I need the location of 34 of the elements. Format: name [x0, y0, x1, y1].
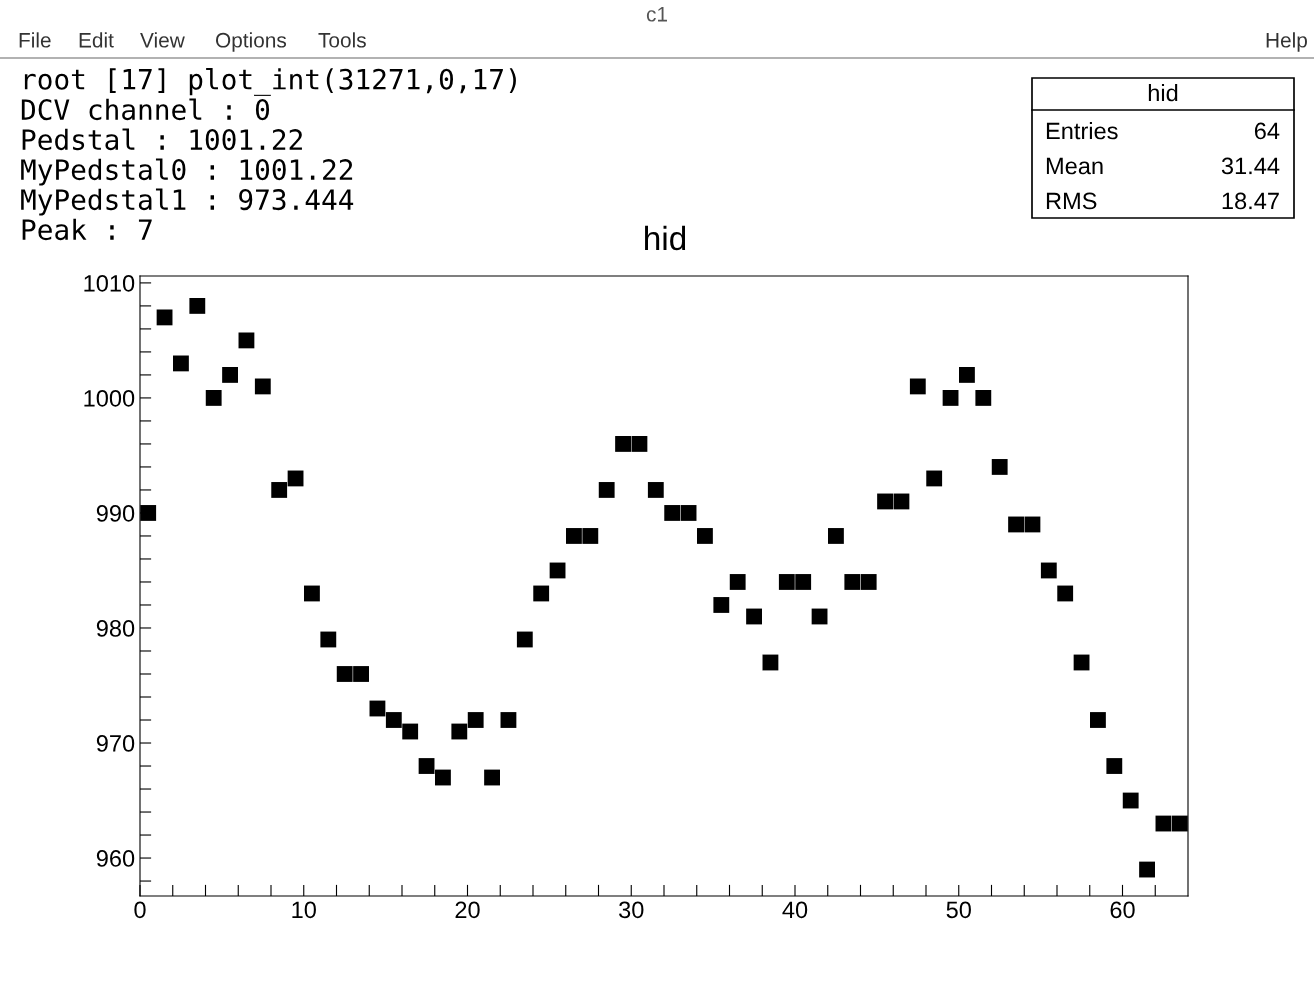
text: Options	[215, 32, 287, 52]
text: Help	[1266, 32, 1307, 52]
text: Peak : 7	[22, 218, 152, 241]
text: View	[140, 32, 185, 48]
x-tick-label: 20	[455, 901, 480, 919]
y-tick-label: 960	[96, 850, 135, 867]
text: RMS	[1046, 192, 1097, 210]
x-tick-label: 60	[1110, 901, 1135, 919]
text: Mean	[1046, 157, 1103, 175]
text: Edit	[79, 32, 114, 48]
text: File	[19, 32, 51, 48]
text: Entries	[1046, 122, 1118, 140]
chart-title: hid	[645, 225, 686, 251]
text: DCV channel : 0	[21, 98, 270, 121]
y-tick-label: 980	[96, 620, 135, 637]
x-tick-label: 10	[292, 901, 316, 919]
text: 64	[1254, 122, 1280, 140]
text: MyPedstal1 : 973.444	[21, 188, 354, 216]
x-tick-label: 50	[946, 901, 971, 919]
text: c1	[646, 7, 667, 22]
x-tick-label: 0	[134, 901, 146, 919]
y-tick-label: 1000	[84, 390, 135, 407]
y-tick-label: 990	[96, 505, 135, 522]
text: 18.47	[1222, 192, 1279, 210]
text: hid	[1148, 84, 1178, 102]
text: root [17] plot_int(31271,0,17)	[24, 68, 516, 96]
text: MyPedstal0 : 1001.22	[21, 158, 353, 186]
text: Pedstal : 1001.22	[22, 128, 302, 151]
y-tick-label: 1010	[84, 274, 135, 292]
x-tick-label: 40	[782, 901, 808, 919]
y-tick-label: 970	[96, 735, 135, 752]
x-tick-label: 30	[619, 901, 644, 919]
text: 31.44	[1221, 157, 1280, 175]
text: Tools	[318, 32, 366, 48]
